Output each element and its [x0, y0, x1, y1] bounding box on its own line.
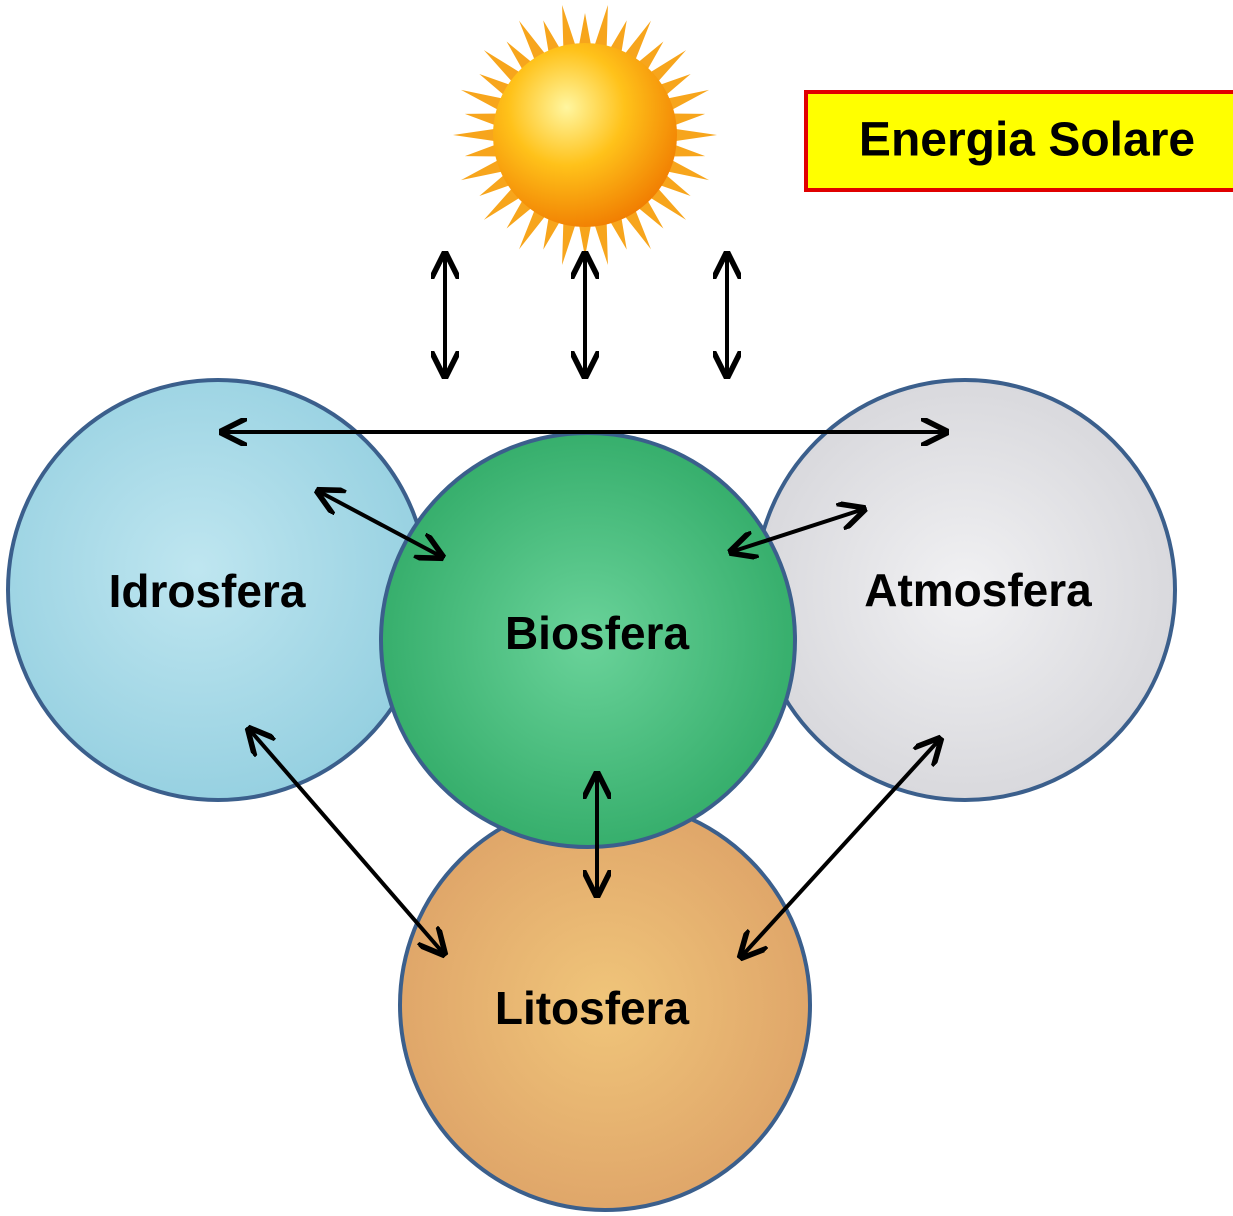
- arrow: [249, 729, 444, 954]
- node-label: Atmosfera: [864, 564, 1092, 616]
- node-label: Litosfera: [495, 982, 690, 1034]
- sun-core: [493, 43, 677, 227]
- arrow: [741, 739, 940, 957]
- diagram: Energia Solare Idrosfera Biosfera Atmosf…: [0, 0, 1233, 1216]
- node-label: Idrosfera: [109, 565, 306, 617]
- node-label: Biosfera: [505, 607, 689, 659]
- page: Energia Solare Idrosfera Biosfera Atmosf…: [0, 0, 1233, 1216]
- energy-label: Energia Solare: [859, 114, 1195, 167]
- sun: [453, 5, 717, 265]
